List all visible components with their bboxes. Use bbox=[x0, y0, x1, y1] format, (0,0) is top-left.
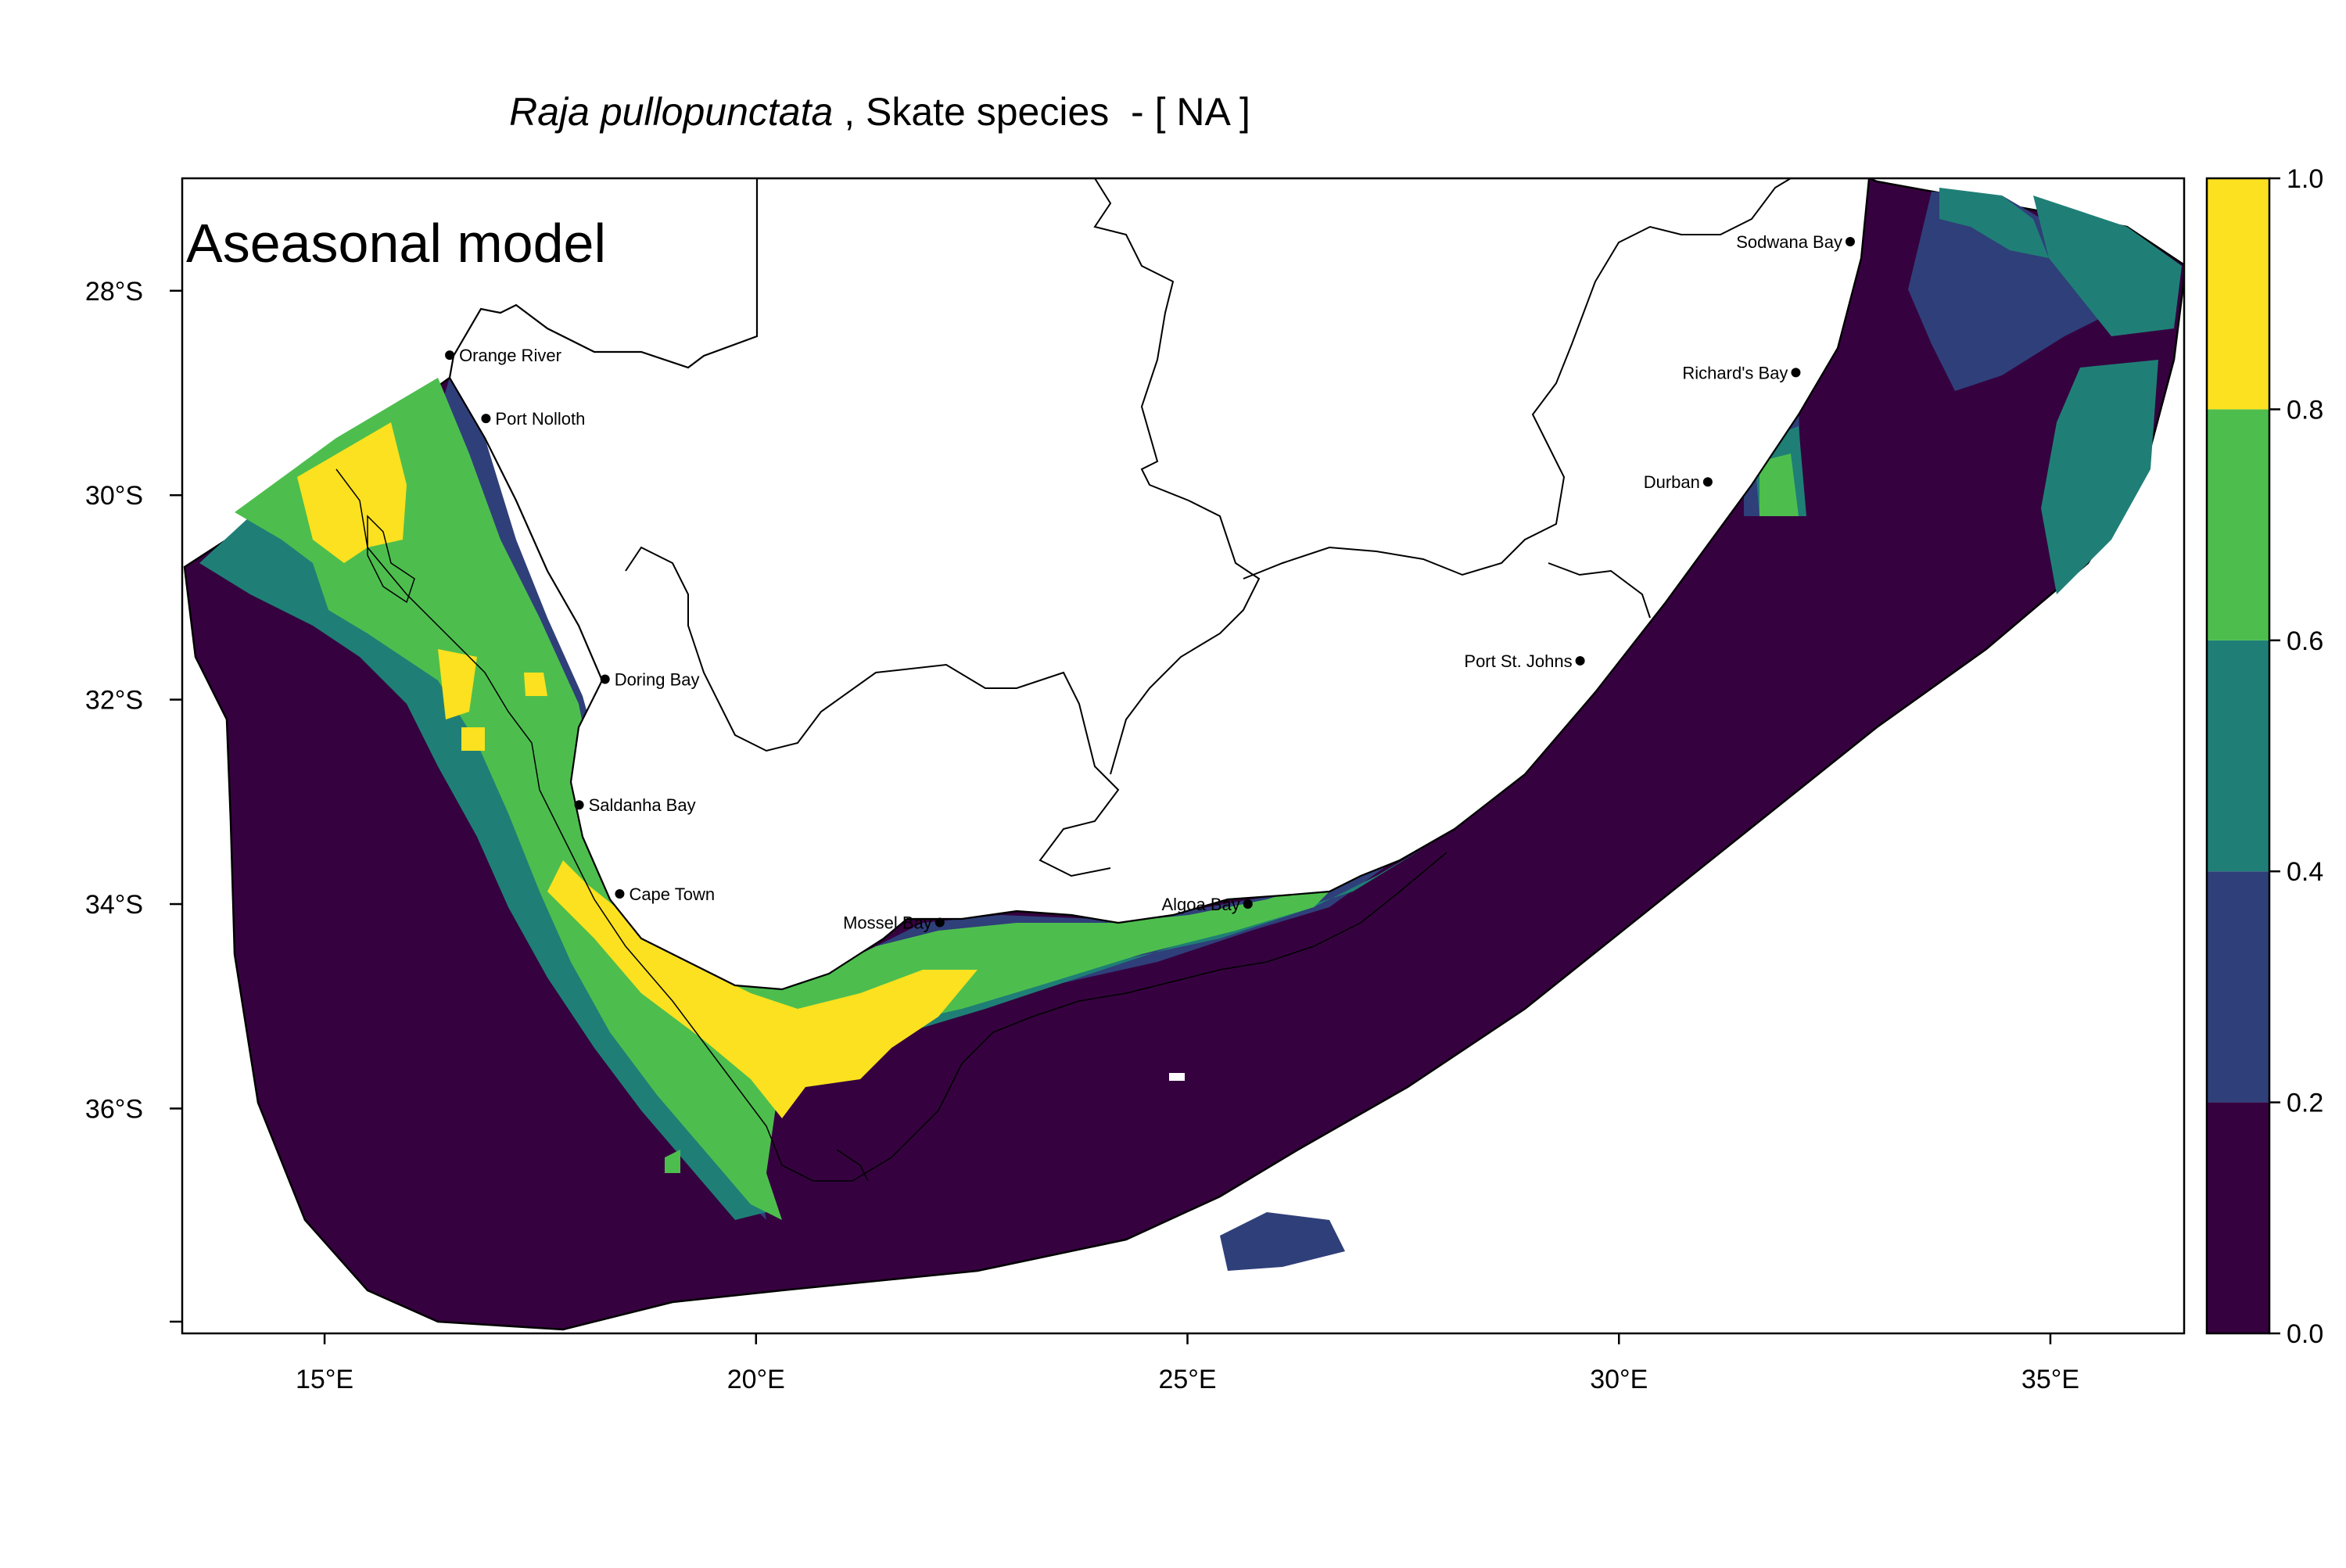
place-label: Durban bbox=[1644, 472, 1700, 492]
legend-bin bbox=[2207, 640, 2269, 872]
place-marker: Orange River bbox=[445, 346, 561, 365]
legend-bin bbox=[2207, 409, 2269, 640]
map-title: Raja pullopunctata , Skate species - [ N… bbox=[509, 90, 1250, 134]
x-tick-label: 15°E bbox=[296, 1365, 353, 1394]
place-label: Doring Bay bbox=[615, 669, 700, 689]
place-marker: Sodwana Bay bbox=[1736, 232, 1855, 252]
place-dot bbox=[1791, 368, 1801, 378]
place-marker: Richard's Bay bbox=[1682, 363, 1801, 382]
place-dot bbox=[1702, 477, 1713, 487]
place-label: Cape Town bbox=[629, 884, 715, 904]
plot-area bbox=[183, 178, 2184, 1331]
place-dot bbox=[1575, 655, 1585, 666]
legend-tick-label: 1.0 bbox=[2287, 164, 2323, 194]
place-dot bbox=[574, 800, 584, 810]
place-label: Mossel Bay bbox=[843, 913, 932, 933]
place-marker: Durban bbox=[1644, 472, 1713, 492]
title-rest: , Skate species - [ NA ] bbox=[833, 90, 1250, 134]
y-tick-label: 30°S bbox=[85, 481, 143, 511]
legend-tick-label: 0.8 bbox=[2287, 395, 2323, 425]
legend-bin bbox=[2207, 178, 2269, 410]
place-marker: Mossel Bay bbox=[843, 913, 945, 933]
x-tick-label: 20°E bbox=[727, 1365, 785, 1394]
x-tick-label: 30°E bbox=[1590, 1365, 1648, 1394]
place-markers: Orange River Port Nolloth Doring Bay Saldan… bbox=[445, 232, 1855, 933]
y-tick-label: 34°S bbox=[85, 890, 143, 920]
y-tick-label: 36°S bbox=[85, 1094, 143, 1124]
place-dot bbox=[481, 414, 491, 424]
place-dot bbox=[1243, 899, 1253, 910]
place-marker: Saldanha Bay bbox=[574, 795, 696, 815]
place-label: Port St. Johns bbox=[1464, 651, 1572, 671]
land-mass bbox=[448, 178, 1871, 991]
missing-cell bbox=[1169, 1073, 1185, 1081]
place-dot bbox=[615, 888, 625, 899]
legend-frame bbox=[2205, 177, 2271, 1335]
provincial-borders bbox=[625, 178, 1792, 877]
y-axis: 28°S 30°S 32°S 34°S 36°S bbox=[85, 277, 182, 1323]
legend-tick-label: 0.6 bbox=[2287, 626, 2323, 656]
legend-tick-label: 0.4 bbox=[2287, 857, 2323, 887]
place-dot bbox=[445, 350, 455, 361]
legend-tick-label: 0.0 bbox=[2287, 1319, 2323, 1349]
place-dot bbox=[600, 674, 610, 684]
place-label: Saldanha Bay bbox=[589, 795, 696, 815]
legend-bin bbox=[2207, 1102, 2269, 1333]
legend: 0.0 0.2 0.4 0.6 0.8 1.0 bbox=[2205, 164, 2323, 1349]
place-label: Sodwana Bay bbox=[1736, 232, 1842, 252]
place-label: Orange River bbox=[459, 346, 561, 365]
band-0.6-0.8 bbox=[235, 378, 1799, 1220]
place-marker: Port Nolloth bbox=[481, 409, 585, 429]
place-marker: Doring Bay bbox=[600, 669, 700, 689]
plot-frame bbox=[181, 177, 2186, 1335]
place-dot bbox=[934, 917, 945, 928]
place-marker: Port St. Johns bbox=[1464, 651, 1585, 671]
place-dot bbox=[1845, 237, 1855, 247]
legend-bin bbox=[2207, 871, 2269, 1103]
x-tick-label: 25°E bbox=[1158, 1365, 1216, 1394]
place-marker: Cape Town bbox=[615, 884, 715, 904]
place-marker: Algoa Bay bbox=[1161, 895, 1253, 914]
depth-contours bbox=[335, 468, 1447, 1182]
panel-label: Aseasonal model bbox=[186, 213, 606, 274]
y-tick-label: 28°S bbox=[85, 277, 143, 307]
place-label: Richard's Bay bbox=[1682, 363, 1788, 382]
legend-tick-label: 0.2 bbox=[2287, 1089, 2323, 1118]
place-label: Port Nolloth bbox=[495, 409, 585, 429]
x-axis: 15°E 20°E 25°E 30°E 35°E bbox=[296, 1333, 2079, 1394]
y-tick-label: 32°S bbox=[85, 686, 143, 716]
place-label: Algoa Bay bbox=[1161, 895, 1239, 914]
title-species: Raja pullopunctata bbox=[509, 90, 833, 134]
x-tick-label: 35°E bbox=[2021, 1365, 2079, 1394]
